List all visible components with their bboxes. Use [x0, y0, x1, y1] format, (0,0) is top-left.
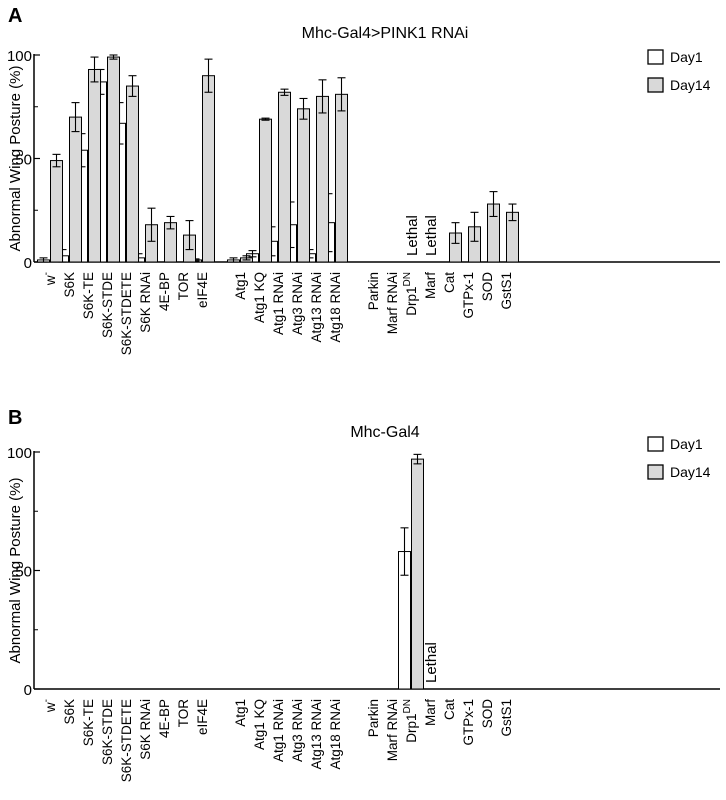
x-tick-label: Atg18 RNAi	[328, 699, 343, 770]
x-tick-label: S6K-STDE	[100, 272, 115, 338]
x-tick-label: S6K-STDE	[100, 699, 115, 765]
x-tick-label: 4E-BP	[157, 272, 172, 311]
x-tick-label: S6K RNAi	[138, 272, 153, 333]
bar-Day14-w-	[50, 160, 63, 263]
annotation-lethal: Lethal	[404, 215, 421, 256]
bar-Day14-S6K-STDETE	[126, 85, 139, 263]
panel-label: A	[8, 5, 22, 27]
x-tick-label: eIF4E	[195, 272, 210, 308]
x-tick-label: Atg3 RNAi	[290, 272, 305, 335]
x-tick-label: Atg1	[233, 272, 248, 300]
x-tick-label: Cat	[442, 699, 457, 720]
x-tick-label: Atg13 RNAi	[309, 272, 324, 343]
x-tick-label: Atg3 RNAi	[290, 699, 305, 762]
x-tick-label: GTPx-1	[461, 272, 476, 319]
legend-swatch-Day1	[647, 436, 664, 452]
x-tick-label: Atg1 KQ	[252, 699, 267, 750]
legend-swatch-Day14	[647, 464, 664, 480]
annotation-lethal: Lethal	[423, 215, 440, 256]
legend-swatch-Day1	[647, 49, 664, 65]
x-tick-label: Drp1DN	[402, 699, 419, 743]
x-tick-label-sup: -	[41, 272, 52, 275]
x-tick-label-sup: DN	[402, 699, 413, 713]
bar-Day14-S6K-TE	[88, 68, 101, 263]
x-tick-label: S6K-TE	[81, 272, 96, 319]
x-tick-label: Drp1DN	[402, 272, 419, 316]
x-tick-label: TOR	[176, 699, 191, 728]
x-tick-label: S6K RNAi	[138, 699, 153, 760]
x-tick-label: Atg1 KQ	[252, 272, 267, 323]
y-tick-label: 0	[24, 255, 32, 272]
y-tick-label: 0	[24, 682, 32, 699]
x-tick-label: w-	[41, 272, 58, 286]
x-tick-label: Marf RNAi	[385, 272, 400, 334]
x-tick-label: Parkin	[366, 272, 381, 310]
y-tick-label: 50	[15, 152, 32, 169]
x-tick-label: S6K	[62, 272, 77, 298]
x-tick-label: 4E-BP	[157, 699, 172, 738]
x-tick-label: GTPx-1	[461, 699, 476, 746]
x-tick-label: S6K-TE	[81, 699, 96, 746]
x-tick-label: SOD	[480, 272, 495, 302]
x-tick-label: Parkin	[366, 699, 381, 737]
bar-Day14-Drp1DN	[411, 458, 424, 690]
bar-Day14-eIF4E	[202, 75, 215, 263]
x-tick-label: SOD	[480, 699, 495, 729]
y-tick-label: 100	[7, 48, 32, 65]
x-tick-label: Atg18 RNAi	[328, 272, 343, 343]
y-axis-label: Abnormal Wing Posture (%)	[7, 478, 24, 664]
x-tick-label: Atg1	[233, 699, 248, 727]
chart-panel-B: B Mhc-Gal4 0 50 100 Abnormal Wing Posture (%)…	[7, 407, 720, 782]
x-tick-label: Marf	[423, 699, 438, 726]
x-tick-label: w-	[41, 699, 58, 713]
bar-Day14-Atg18 RNAi	[335, 93, 348, 263]
x-tick-label: Marf	[423, 272, 438, 299]
y-tick-label: 100	[7, 445, 32, 462]
chart-title: Mhc-Gal4>PINK1 RNAi	[302, 25, 469, 42]
x-tick-label: GstS1	[499, 272, 514, 310]
legend-label-Day1: Day1	[670, 49, 703, 65]
x-tick-label: GstS1	[499, 699, 514, 737]
x-tick-label: S6K-STDETE	[119, 699, 134, 782]
chart-title: Mhc-Gal4	[350, 424, 419, 441]
annotation-lethal: Lethal	[423, 642, 440, 683]
y-tick-label: 50	[15, 564, 32, 581]
legend-label-Day14: Day14	[670, 77, 711, 93]
bar-Day14-Atg3 RNAi	[297, 108, 310, 263]
bar-Day14-S6K-STDE	[107, 56, 120, 263]
legend-label-Day14: Day14	[670, 464, 711, 480]
x-tick-label-sup: -	[41, 699, 52, 702]
bar-Day14-S6K	[69, 116, 82, 263]
x-tick-label: Atg1 RNAi	[271, 272, 286, 335]
bar-Day14-Atg13 RNAi	[316, 95, 329, 263]
y-axis-label: Abnormal Wing Posture (%)	[7, 66, 24, 252]
x-tick-label: eIF4E	[195, 699, 210, 735]
x-tick-label-sup: DN	[402, 272, 413, 286]
bar-Day14-Atg1 KQ	[259, 118, 272, 263]
x-tick-label: TOR	[176, 272, 191, 301]
x-tick-label: Marf RNAi	[385, 699, 400, 761]
x-tick-label: S6K	[62, 699, 77, 725]
x-tick-label: S6K-STDETE	[119, 272, 134, 355]
x-tick-label: Cat	[442, 272, 457, 293]
bar-Day14-Atg1 RNAi	[278, 91, 291, 263]
x-tick-label: Atg1 RNAi	[271, 699, 286, 762]
legend-label-Day1: Day1	[670, 436, 703, 452]
panel-label: B	[8, 407, 22, 429]
x-tick-label: Atg13 RNAi	[309, 699, 324, 770]
legend-swatch-Day14	[647, 77, 664, 93]
